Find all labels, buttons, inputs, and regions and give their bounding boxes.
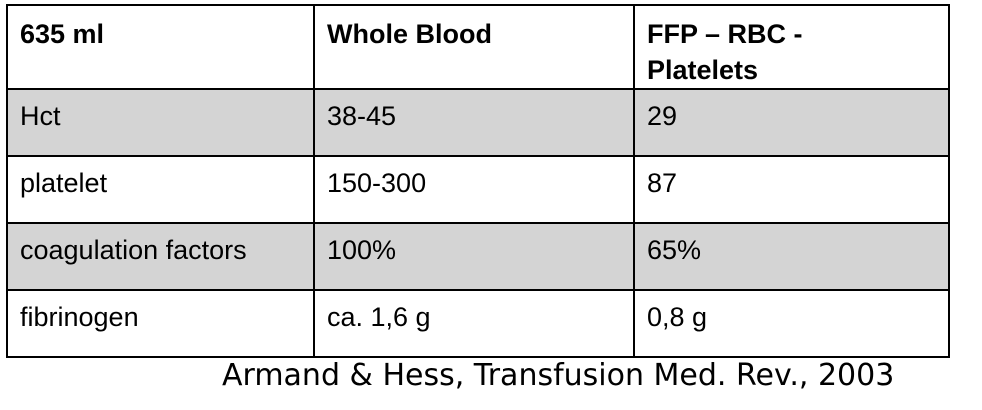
citation-text: Armand & Hess, Transfusion Med. Rev., 20… (222, 358, 895, 393)
table-row: platelet 150-300 87 (6, 155, 950, 224)
table-row: coagulation factors 100% 65% (6, 222, 950, 291)
table-header-row: 635 ml Whole Blood FFP – RBC - Platelets (6, 4, 950, 90)
row-label-cell: platelet (6, 155, 315, 224)
row-label-cell: coagulation factors (6, 222, 315, 291)
whole-blood-value-cell: 38-45 (313, 88, 635, 157)
whole-blood-value-cell: 150-300 (313, 155, 635, 224)
table-row: fibrinogen ca. 1,6 g 0,8 g (6, 289, 950, 358)
row-label-cell: Hct (6, 88, 315, 157)
table-row: Hct 38-45 29 (6, 88, 950, 157)
whole-blood-value-cell: 100% (313, 222, 635, 291)
header-components-text: FFP – RBC - Platelets (647, 19, 803, 85)
header-cell-volume: 635 ml (6, 4, 315, 90)
row-label-cell: fibrinogen (6, 289, 315, 358)
components-value-cell: 87 (633, 155, 950, 224)
components-value-cell: 0,8 g (633, 289, 950, 358)
components-value-cell: 29 (633, 88, 950, 157)
header-cell-components: FFP – RBC - Platelets (633, 4, 950, 90)
components-value-cell: 65% (633, 222, 950, 291)
comparison-table: 635 ml Whole Blood FFP – RBC - Platelets … (6, 4, 950, 358)
header-cell-whole-blood: Whole Blood (313, 4, 635, 90)
whole-blood-value-cell: ca. 1,6 g (313, 289, 635, 358)
